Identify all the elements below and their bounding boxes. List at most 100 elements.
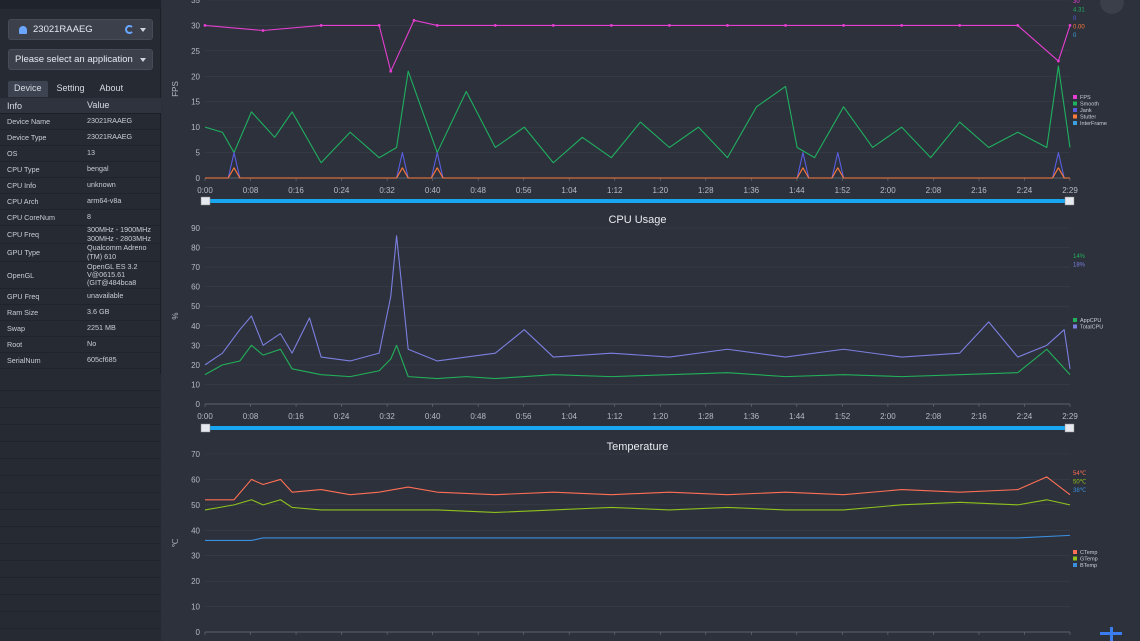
y-tick-label: 50 bbox=[191, 302, 200, 311]
refresh-icon[interactable] bbox=[125, 25, 134, 34]
fps-point bbox=[900, 24, 904, 27]
series-line-appcpu bbox=[204, 344, 1071, 380]
charts-area: 0 5 10 15 20 25 30 35 0:00 0:08 0:16 0:24 0:32 0:40 0:… bbox=[162, 0, 1140, 641]
plus-icon[interactable] bbox=[1100, 627, 1122, 641]
info-key: Ram Size bbox=[7, 308, 39, 317]
x-tick-label: 0:56 bbox=[516, 186, 532, 195]
info-value: 13 bbox=[87, 148, 95, 158]
info-table-header: Info Value bbox=[0, 98, 161, 114]
chart-title: Temperature bbox=[607, 441, 669, 453]
current-value-smooth: 4.31 bbox=[1073, 8, 1085, 14]
info-row: GPU Freq unavailable bbox=[0, 289, 161, 305]
x-tick-label: 0:32 bbox=[379, 186, 395, 195]
x-tick-label: 1:44 bbox=[789, 186, 805, 195]
info-key: SerialNum bbox=[7, 356, 41, 365]
legend-swatch-ctemp bbox=[1073, 550, 1077, 554]
fps-point bbox=[203, 24, 207, 27]
x-tick-label: 1:28 bbox=[698, 412, 714, 421]
legend-label-appcpu: AppCPU bbox=[1080, 318, 1101, 324]
time-range-slider bbox=[205, 426, 1070, 430]
info-row: GPU Type Qualcomm Adreno (TM) 610 bbox=[0, 244, 161, 262]
info-column-header: Info bbox=[7, 100, 23, 111]
slider-handle-right bbox=[1064, 196, 1075, 206]
legend-swatch-totalcpu bbox=[1073, 324, 1077, 329]
info-key: GPU Freq bbox=[7, 292, 40, 301]
y-tick-label: 30 bbox=[191, 341, 200, 350]
info-value: 605cf685 bbox=[87, 355, 117, 365]
x-tick-label: 2:24 bbox=[1017, 186, 1033, 195]
sidebar-tabs: Device Setting About bbox=[8, 81, 129, 97]
x-tick-label: 0:56 bbox=[516, 412, 532, 421]
y-tick-label: 60 bbox=[191, 475, 200, 484]
record-button[interactable] bbox=[1100, 0, 1124, 14]
chart-title: CPU Usage bbox=[608, 214, 666, 226]
info-value: No bbox=[87, 339, 97, 349]
info-key: CPU Freq bbox=[7, 230, 39, 239]
tab-setting[interactable]: Setting bbox=[56, 83, 85, 93]
series-line-jank bbox=[205, 152, 1070, 179]
fps-point bbox=[609, 24, 613, 27]
x-tick-label: 0:40 bbox=[425, 412, 441, 421]
legend-label-jank: Jank bbox=[1080, 108, 1092, 114]
info-row: CPU CoreNum 8 bbox=[0, 210, 161, 226]
y-tick-label: 40 bbox=[191, 526, 200, 535]
info-row: SerialNum 605cf685 bbox=[0, 353, 161, 369]
fps-point bbox=[1056, 59, 1060, 63]
x-tick-label: 0:16 bbox=[288, 412, 304, 421]
info-value: Qualcomm Adreno (TM) 610 bbox=[87, 243, 147, 261]
x-tick-label: 0:24 bbox=[334, 412, 350, 421]
info-key: Device Type bbox=[7, 133, 47, 142]
info-value: 3.6 GB bbox=[87, 307, 110, 317]
empty-rows bbox=[0, 374, 161, 641]
current-value-ctemp: 54℃ bbox=[1073, 471, 1087, 477]
application-select[interactable]: Please select an application bbox=[8, 49, 153, 70]
info-key: OpenGL bbox=[7, 270, 35, 280]
y-tick-label: 30 bbox=[191, 21, 200, 30]
legend-swatch-smooth bbox=[1073, 101, 1077, 106]
x-tick-label: 2:08 bbox=[926, 412, 942, 421]
fps-point bbox=[842, 24, 845, 27]
info-row: CPU Freq 300MHz - 1900MHz 300MHz - 2803MH… bbox=[0, 226, 161, 244]
sidebar-top-strip bbox=[0, 0, 161, 9]
x-tick-label: 1:36 bbox=[744, 412, 760, 421]
info-key: CPU CoreNum bbox=[7, 213, 55, 222]
current-value-jank: 0 bbox=[1073, 16, 1077, 22]
current-value-btemp: 38℃ bbox=[1073, 488, 1087, 494]
y-tick-label: 20 bbox=[191, 361, 200, 370]
x-tick-label: 0:32 bbox=[379, 412, 395, 421]
y-tick-label: 90 bbox=[191, 224, 200, 233]
tab-about[interactable]: About bbox=[99, 83, 124, 93]
y-axis-label: FPS bbox=[171, 81, 180, 97]
y-tick-label: 30 bbox=[191, 552, 200, 561]
legend-label-stutter: Stutter bbox=[1080, 115, 1096, 121]
device-select[interactable]: 23021RAAEG bbox=[8, 19, 153, 40]
info-key: Device Name bbox=[7, 117, 51, 126]
x-tick-label: 1:04 bbox=[561, 186, 577, 195]
x-tick-label: 0:40 bbox=[425, 186, 441, 195]
tab-device[interactable]: Device bbox=[8, 81, 48, 97]
x-tick-label: 1:44 bbox=[789, 412, 805, 421]
y-axis-label: % bbox=[171, 312, 180, 319]
fps-point bbox=[668, 24, 671, 27]
y-tick-label: 10 bbox=[191, 603, 200, 612]
legend-label-btemp: BTemp bbox=[1080, 563, 1097, 569]
y-tick-label: 10 bbox=[191, 123, 200, 132]
info-row: Swap 2251 MB bbox=[0, 321, 161, 337]
info-row: CPU Type bengal bbox=[0, 162, 161, 178]
x-tick-label: 0:08 bbox=[243, 412, 259, 421]
slider-handle-left bbox=[200, 423, 211, 433]
x-tick-label: 1:52 bbox=[835, 186, 851, 195]
info-row: OS 13 bbox=[0, 146, 161, 162]
fps-point bbox=[551, 24, 555, 27]
legend-label-ctemp: CTemp bbox=[1080, 550, 1097, 556]
chevron-down-icon bbox=[140, 28, 146, 32]
time-range-slider bbox=[205, 199, 1070, 203]
current-value-interframe: 0 bbox=[1073, 33, 1077, 39]
sidebar: 23021RAAEG Please select an application … bbox=[0, 0, 161, 641]
y-tick-label: 20 bbox=[191, 72, 200, 81]
x-tick-label: 0:48 bbox=[470, 412, 486, 421]
info-value: 8 bbox=[87, 212, 91, 222]
x-tick-label: 2:00 bbox=[880, 186, 896, 195]
info-key: CPU Type bbox=[7, 165, 40, 174]
